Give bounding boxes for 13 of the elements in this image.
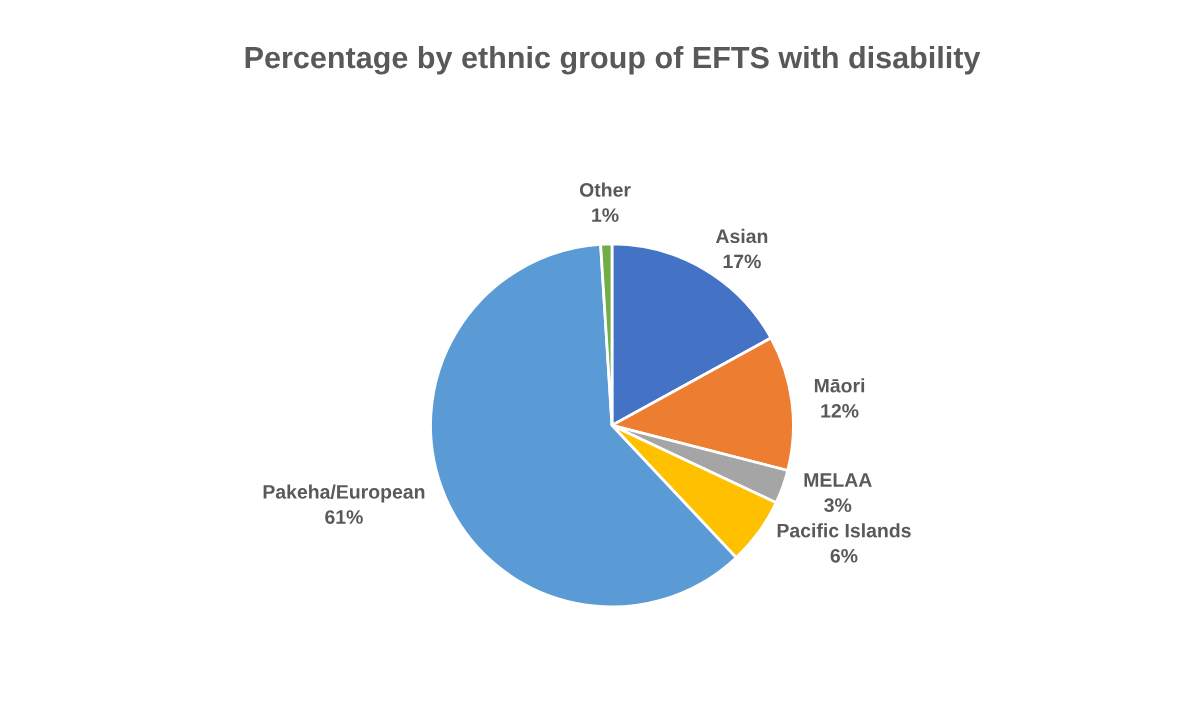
data-label: 3% <box>824 498 852 513</box>
data-label: 61% <box>325 510 363 524</box>
data-label: 1% <box>592 208 619 222</box>
slice-label: Pacific Islands <box>777 523 911 538</box>
chart-title: Percentage by ethnic group of EFTS with disability <box>245 45 981 75</box>
data-label: 6% <box>830 548 858 563</box>
slice-label: Asian <box>715 228 768 244</box>
data-label: 17% <box>723 254 761 269</box>
data-label: 12% <box>821 403 859 418</box>
slice-label: Māori <box>814 378 865 393</box>
slice-label: Other <box>579 182 631 197</box>
slice-label: MELAA <box>804 473 872 487</box>
slice-label: Pakeha/European <box>263 484 425 503</box>
